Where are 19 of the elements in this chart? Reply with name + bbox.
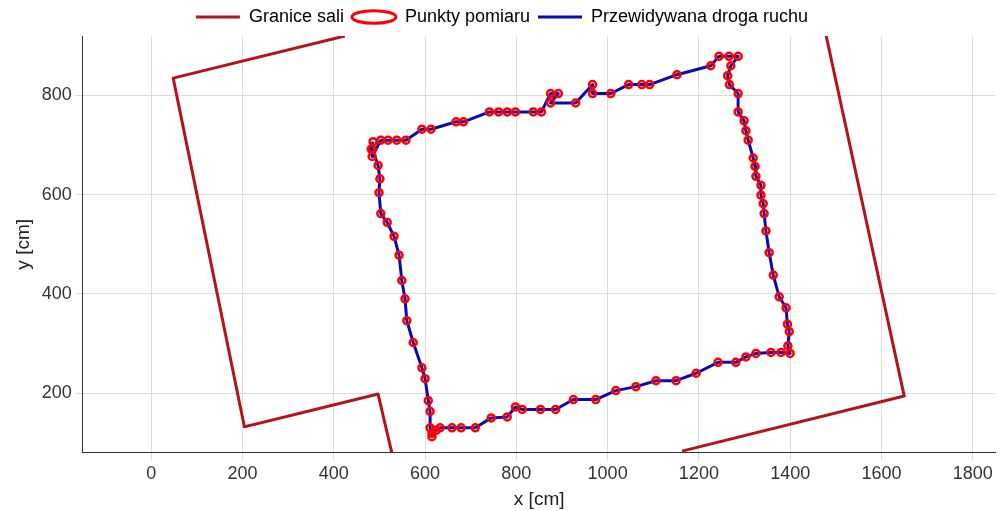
legend-label: Punkty pomiaru	[404, 5, 530, 26]
x-tick-label: 600	[410, 463, 441, 484]
x-tick-label: 200	[227, 463, 258, 484]
legend-label: Granice sali	[248, 5, 344, 26]
x-tick-label: 1400	[770, 463, 811, 484]
y-tick-label: 800	[41, 84, 72, 105]
y-tick-label: 400	[41, 282, 72, 303]
y-axis-title: y [cm]	[11, 218, 33, 270]
legend-label: Przewidywana droga ruchu	[590, 5, 809, 26]
x-tick-label: 1800	[952, 463, 993, 484]
x-axis-title: x [cm]	[513, 487, 565, 509]
x-tick-label: 1200	[678, 463, 719, 484]
x-tick-label: 400	[318, 463, 349, 484]
x-tick-label: 1600	[861, 463, 902, 484]
x-tick-label: 1000	[587, 463, 628, 484]
x-tick-label: 0	[146, 463, 157, 484]
y-tick-label: 600	[41, 183, 72, 204]
y-tick-label: 200	[41, 382, 72, 403]
x-tick-label: 800	[501, 463, 532, 484]
